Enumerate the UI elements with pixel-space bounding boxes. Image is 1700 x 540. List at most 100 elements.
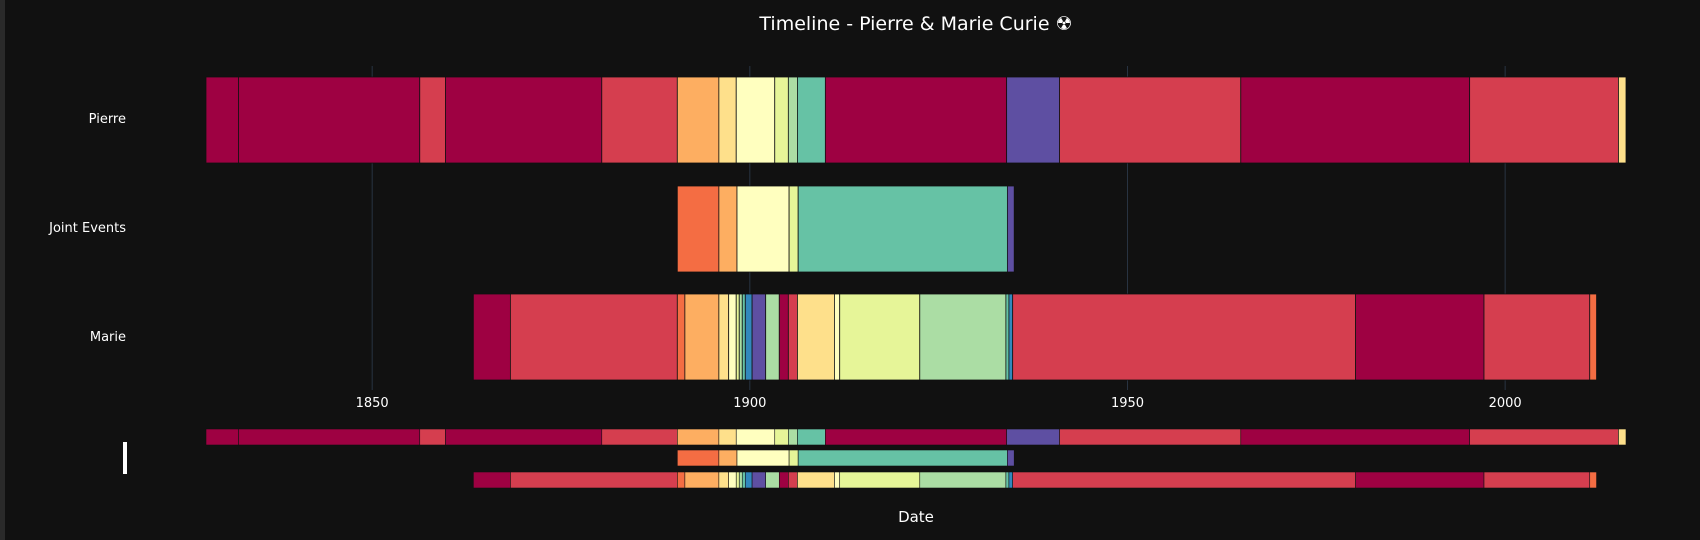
timeline-bar[interactable]	[797, 185, 1008, 273]
timeline-bar[interactable]	[839, 293, 921, 381]
range-slider-bar	[778, 471, 789, 489]
timeline-bar[interactable]	[1469, 76, 1619, 164]
timeline-bar[interactable]	[445, 76, 603, 164]
y-label-pierre: Pierre	[88, 112, 126, 127]
timeline-bar[interactable]	[509, 293, 678, 381]
range-slider-bar	[677, 449, 720, 467]
timeline-bar[interactable]	[1618, 76, 1627, 164]
range-slider-bar	[718, 428, 737, 446]
timeline-bar[interactable]	[684, 293, 720, 381]
timeline-bar[interactable]	[1589, 293, 1597, 381]
timeline-bar[interactable]	[728, 293, 737, 381]
timeline-bar[interactable]	[736, 185, 790, 273]
timeline-bar[interactable]	[834, 293, 841, 381]
range-slider-bar	[741, 471, 746, 489]
range-slider-bar	[788, 428, 798, 446]
range-slider-bar	[1012, 471, 1356, 489]
range-slider-bar	[834, 471, 841, 489]
timeline-bar[interactable]	[676, 185, 720, 273]
range-slider-bar	[788, 471, 798, 489]
timeline-bar[interactable]	[238, 76, 421, 164]
window-edge	[0, 0, 5, 540]
timeline-bars[interactable]	[205, 76, 1627, 381]
range-slider-bar	[797, 471, 835, 489]
timeline-bar[interactable]	[1355, 293, 1485, 381]
range-slider-bar	[473, 471, 511, 489]
range-slider-bar	[736, 449, 790, 467]
range-slider-bar	[445, 428, 603, 446]
range-slider-bar	[684, 471, 720, 489]
y-label-joint-events: Joint Events	[49, 221, 126, 236]
timeline-bar[interactable]	[1012, 293, 1356, 381]
chart-title: Timeline - Pierre & Marie Curie ☢	[759, 13, 1073, 35]
range-slider-bar	[1589, 471, 1597, 489]
timeline-bar[interactable]	[1005, 293, 1010, 381]
timeline-bar[interactable]	[419, 76, 446, 164]
timeline-bar[interactable]	[788, 185, 799, 273]
timeline-bar[interactable]	[751, 293, 767, 381]
range-slider-bar	[735, 471, 740, 489]
x-axis-label: Date	[898, 508, 934, 526]
timeline-bar[interactable]	[601, 76, 678, 164]
range-slider-bar	[1059, 428, 1242, 446]
range-slider-bar	[1355, 471, 1485, 489]
range-slider-bar	[735, 428, 776, 446]
range-slider-bar	[738, 471, 743, 489]
x-tick-label-1900: 1900	[733, 396, 766, 411]
timeline-bar[interactable]	[738, 293, 743, 381]
range-slider-bar	[788, 449, 799, 467]
range-slider-bar	[825, 428, 1007, 446]
timeline-bar[interactable]	[797, 76, 826, 164]
timeline-bar[interactable]	[787, 76, 798, 164]
timeline-bar[interactable]	[787, 293, 798, 381]
timeline-bar[interactable]	[741, 293, 746, 381]
timeline-bar[interactable]	[735, 76, 776, 164]
x-tick-label-1850: 1850	[356, 396, 389, 411]
timeline-bar[interactable]	[1483, 293, 1591, 381]
range-slider-bar	[205, 428, 239, 446]
timeline-bar[interactable]	[744, 293, 753, 381]
timeline-bar[interactable]	[1006, 185, 1015, 273]
timeline-bar[interactable]	[718, 76, 737, 164]
timeline-bar[interactable]	[765, 293, 780, 381]
timeline-bar[interactable]	[718, 185, 738, 273]
range-slider-bar	[919, 471, 1007, 489]
timeline-bar[interactable]	[676, 293, 686, 381]
range-slider-bar	[419, 428, 446, 446]
timeline-bar[interactable]	[205, 76, 239, 164]
range-slider-bar	[797, 428, 826, 446]
timeline-bar[interactable]	[1240, 76, 1471, 164]
range-slider-bar	[677, 428, 720, 446]
range-slider-bar	[1006, 428, 1060, 446]
timeline-bar[interactable]	[718, 293, 730, 381]
timeline-bar[interactable]	[824, 76, 1008, 164]
range-slider-bar	[1240, 428, 1470, 446]
range-slider-bar	[1005, 471, 1010, 489]
timeline-bar[interactable]	[1008, 293, 1014, 381]
timeline-bar[interactable]	[797, 293, 835, 381]
range-slider-bar	[601, 428, 678, 446]
timeline-bar[interactable]	[472, 293, 511, 381]
range-slider-bar	[1469, 428, 1619, 446]
timeline-bar[interactable]	[676, 76, 720, 164]
timeline-bar[interactable]	[919, 293, 1007, 381]
range-slider-bar	[718, 449, 738, 467]
range-slider-bar	[839, 471, 921, 489]
range-slider-bar	[765, 471, 780, 489]
range-slider-bar	[238, 428, 421, 446]
range-slider-bar	[677, 471, 686, 489]
range-slider-bar	[510, 471, 678, 489]
timeline-bar[interactable]	[774, 76, 789, 164]
range-slider-handle[interactable]	[123, 442, 127, 474]
x-tick-labels: 1850 1900 1950 2000	[356, 396, 1522, 411]
timeline-bar[interactable]	[1006, 76, 1060, 164]
range-slider-bar	[718, 471, 729, 489]
timeline-bar[interactable]	[735, 293, 740, 381]
timeline-bar[interactable]	[1059, 76, 1242, 164]
timeline-bar[interactable]	[778, 293, 789, 381]
range-slider-bar	[1483, 471, 1591, 489]
range-slider[interactable]	[205, 428, 1627, 489]
range-slider-bar	[1007, 449, 1015, 467]
